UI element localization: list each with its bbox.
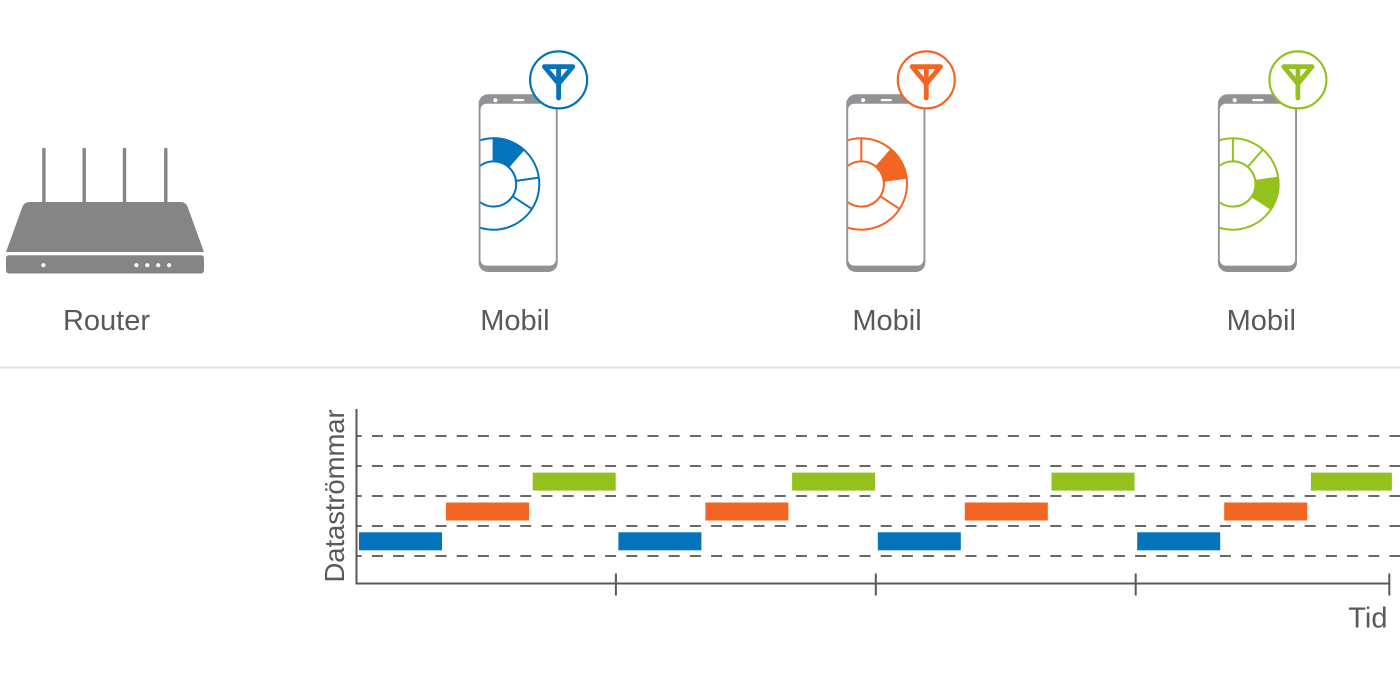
svg-text:Mobil: Mobil <box>480 305 549 337</box>
svg-text:Mobil: Mobil <box>1227 305 1296 337</box>
svg-text:Mobil: Mobil <box>852 305 921 337</box>
svg-text:Tid: Tid <box>1348 603 1387 635</box>
svg-text:Dataströmmar: Dataströmmar <box>319 410 350 583</box>
svg-text:Router: Router <box>63 305 150 337</box>
